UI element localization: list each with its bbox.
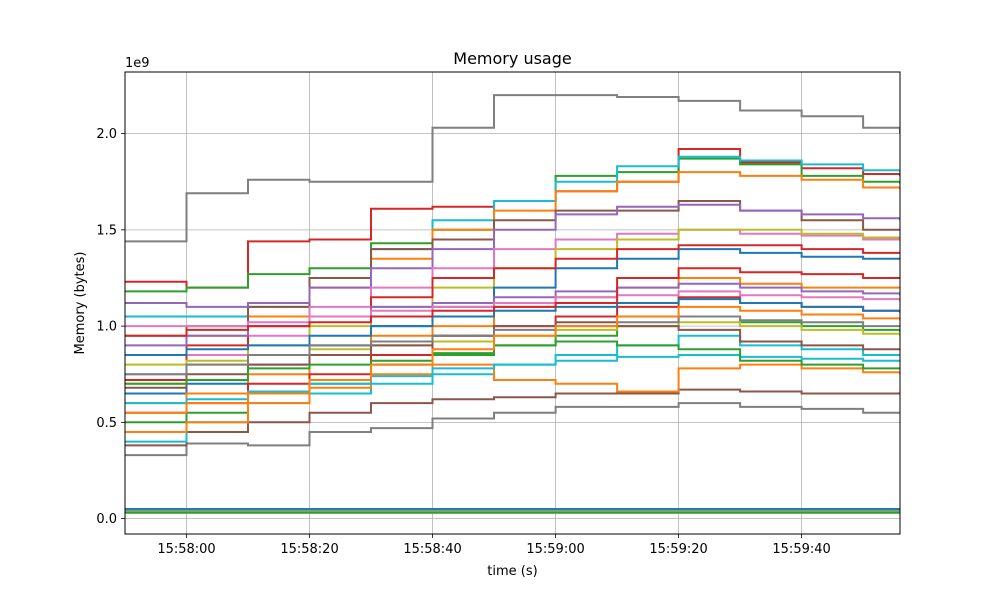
series-line-18 [125,363,900,433]
series-line-27 [125,315,900,376]
x-tick-label: 15:58:00 [157,542,215,557]
axis-ticks: 15:58:00 15:58:20 15:58:40 15:59:00 15:59:20… [96,127,830,557]
series-line-8 [125,228,900,376]
series-line-26 [125,267,900,337]
series-line-7 [125,203,900,308]
series-line-25 [125,340,900,385]
chart-title: Memory usage [453,49,571,68]
x-tick-label: 15:59:20 [649,542,707,557]
series-line-24 [125,354,900,405]
x-axis-label: time (s) [487,564,537,579]
series-lines [125,94,900,514]
y-axis-label: Memory (bytes) [73,252,88,355]
series-line-13 [125,402,900,457]
series-line-23 [125,321,900,389]
x-tick-label: 15:58:20 [280,542,338,557]
y-tick-label: 2.0 [96,127,117,142]
series-line-1 [125,94,900,243]
series-line-20 [125,298,900,356]
x-tick-label: 15:58:40 [403,542,461,557]
series-line-14 [125,388,900,447]
series-line-28 [125,305,900,414]
y-tick-label: 0.5 [96,416,117,431]
y-tick-label: 1.5 [96,223,117,238]
plot-frame [124,71,901,535]
y-tick-label: 0.0 [96,512,117,527]
y-tick-label: 1.0 [96,320,117,335]
x-tick-label: 15:59:00 [526,542,584,557]
x-tick-label: 15:59:40 [772,542,830,557]
y-axis-offset-label: 1e9 [125,56,150,71]
